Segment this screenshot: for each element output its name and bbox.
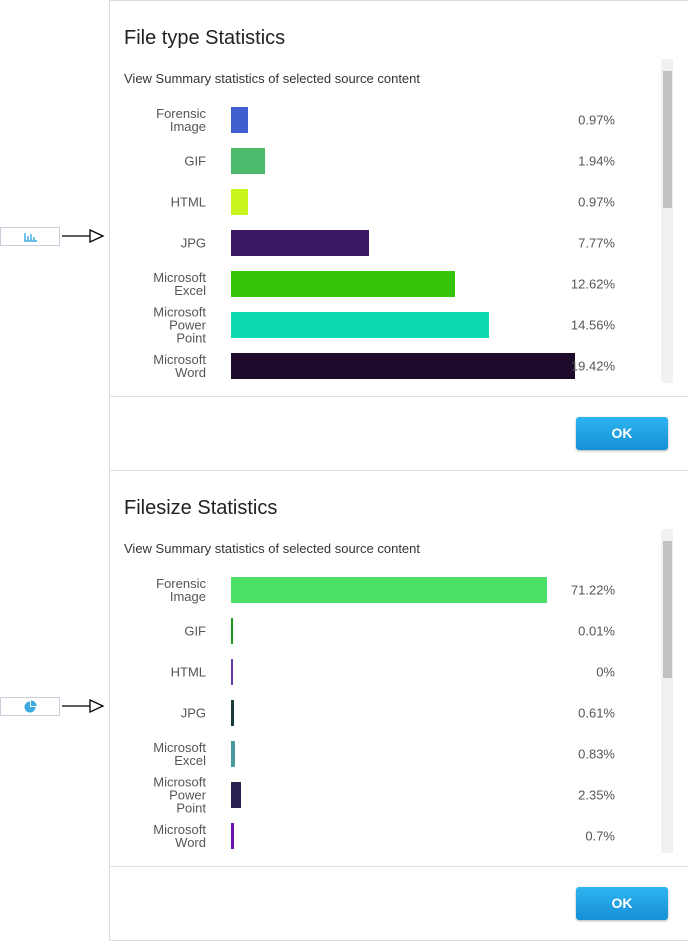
bar (231, 618, 233, 644)
category-label: Microsoft Power Point (153, 304, 206, 346)
scrollbar[interactable] (661, 59, 673, 383)
category-label: JPG (180, 235, 206, 251)
divider (110, 866, 688, 867)
category-label: Microsoft Excel (153, 270, 206, 298)
bar-chart-icon[interactable] (0, 227, 60, 246)
dialog-subtitle: View Summary statistics of selected sour… (124, 541, 420, 556)
divider (110, 396, 688, 397)
value-label: 0.61% (578, 705, 615, 721)
ok-button[interactable]: OK (576, 887, 668, 920)
arrow (62, 698, 105, 714)
bar (231, 271, 455, 297)
category-label: HTML (170, 194, 206, 210)
category-label: HTML (170, 664, 206, 680)
value-label: 12.62% (570, 276, 615, 292)
value-label: 14.56% (570, 317, 615, 333)
bar (231, 659, 233, 685)
value-label: 7.77% (578, 235, 615, 251)
dialog: File type Statistics View Summary statist… (109, 0, 688, 471)
bar (231, 230, 369, 256)
category-label: Microsoft Word (153, 352, 206, 380)
dialog-title: File type Statistics (124, 27, 286, 49)
bar (231, 741, 235, 767)
value-label: 0.01% (578, 623, 615, 639)
category-label: GIF (184, 623, 206, 639)
category-label: Microsoft Word (153, 822, 206, 850)
bar (231, 823, 235, 849)
value-label: 2.35% (578, 787, 615, 803)
bar (231, 782, 242, 808)
ok-button[interactable]: OK (576, 417, 668, 450)
value-label: 0.7% (585, 828, 615, 844)
value-label: 71.22% (570, 582, 615, 598)
value-label: 0.97% (578, 112, 615, 128)
category-label: Microsoft Power Point (153, 774, 206, 816)
bar (231, 148, 266, 174)
dialog-subtitle: View Summary statistics of selected sour… (124, 71, 420, 86)
bar (231, 107, 249, 133)
value-label: 1.94% (578, 153, 615, 169)
icon-graphic (24, 700, 37, 713)
bar (231, 700, 234, 726)
bar (231, 577, 547, 603)
pie-chart-icon[interactable] (0, 697, 60, 716)
chart-area: Forensic Image 71.22% GIF 0.01% HTML 0% JPG 0.6… (110, 567, 670, 852)
dialog: Filesize Statistics View Summary statisti… (109, 470, 688, 941)
value-label: 19.42% (570, 358, 615, 374)
scroll-thumb[interactable] (663, 71, 672, 208)
dialog-title: Filesize Statistics (124, 497, 278, 519)
chart-area: Forensic Image 0.97% GIF 1.94% HTML 0.97% JPG 7… (110, 97, 670, 382)
value-label: 0.83% (578, 746, 615, 762)
category-label: Microsoft Excel (153, 740, 206, 768)
scroll-thumb[interactable] (663, 541, 672, 678)
icon-graphic (24, 233, 37, 242)
value-label: 0.97% (578, 194, 615, 210)
category-label: Forensic Image (156, 576, 206, 604)
bar (231, 189, 249, 215)
category-label: JPG (180, 705, 206, 721)
bar (231, 312, 490, 338)
bar (231, 353, 576, 379)
scrollbar[interactable] (661, 529, 673, 853)
arrow (62, 228, 105, 244)
value-label: 0% (596, 664, 615, 680)
category-label: GIF (184, 153, 206, 169)
category-label: Forensic Image (156, 106, 206, 134)
